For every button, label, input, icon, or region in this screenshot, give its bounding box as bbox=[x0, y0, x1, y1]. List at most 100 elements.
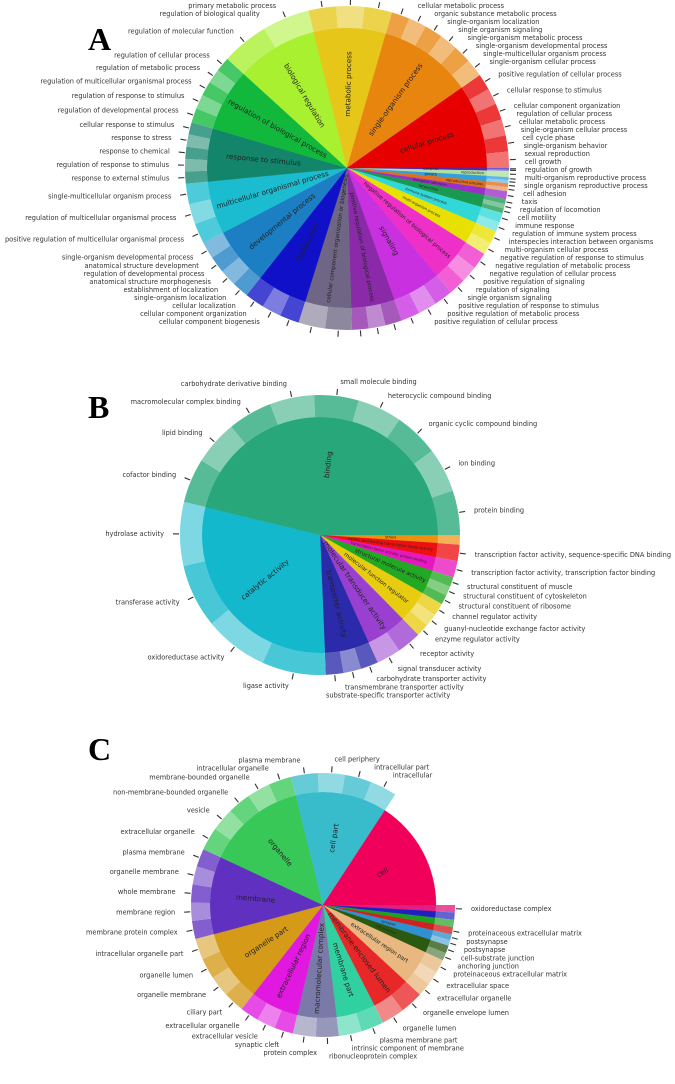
inner-slice[interactable] bbox=[346, 33, 462, 169]
outer-slice[interactable] bbox=[192, 866, 215, 888]
outer-slice[interactable] bbox=[186, 134, 211, 150]
outer-slice[interactable] bbox=[233, 268, 261, 296]
outer-slice[interactable] bbox=[336, 1013, 362, 1037]
outer-slice[interactable] bbox=[341, 774, 372, 800]
outer-slice[interactable] bbox=[437, 535, 461, 545]
outer-slice[interactable] bbox=[268, 776, 296, 802]
outer-slice[interactable] bbox=[429, 570, 454, 587]
inner-slice[interactable] bbox=[295, 791, 386, 906]
outer-slice[interactable] bbox=[308, 6, 338, 33]
outer-slice[interactable] bbox=[196, 95, 223, 117]
outer-slice[interactable] bbox=[280, 295, 306, 323]
outer-slice[interactable] bbox=[483, 195, 506, 205]
inner-slice[interactable] bbox=[322, 810, 437, 906]
outer-slice[interactable] bbox=[482, 199, 505, 209]
outer-slice[interactable] bbox=[414, 450, 453, 498]
outer-slice[interactable] bbox=[475, 215, 500, 232]
outer-slice[interactable] bbox=[248, 784, 277, 812]
outer-slice[interactable] bbox=[486, 178, 509, 184]
outer-slice[interactable] bbox=[425, 946, 446, 961]
outer-slice[interactable] bbox=[212, 967, 240, 995]
outer-slice[interactable] bbox=[191, 884, 212, 903]
outer-slice[interactable] bbox=[485, 184, 508, 192]
outer-slice[interactable] bbox=[180, 501, 206, 567]
inner-slice[interactable] bbox=[243, 31, 348, 169]
outer-slice[interactable] bbox=[298, 301, 328, 329]
outer-slice[interactable] bbox=[217, 58, 244, 84]
outer-slice[interactable] bbox=[447, 254, 475, 281]
outer-slice[interactable] bbox=[203, 828, 231, 858]
outer-slice[interactable] bbox=[209, 70, 236, 94]
outer-slice[interactable] bbox=[451, 60, 480, 88]
outer-slice[interactable] bbox=[431, 930, 452, 941]
outer-slice[interactable] bbox=[257, 1003, 282, 1028]
outer-slice[interactable] bbox=[262, 287, 290, 316]
outer-slice[interactable] bbox=[291, 773, 319, 796]
outer-slice[interactable] bbox=[420, 952, 443, 973]
outer-slice[interactable] bbox=[374, 995, 403, 1023]
outer-slice[interactable] bbox=[202, 82, 229, 105]
outer-slice[interactable] bbox=[434, 917, 455, 928]
outer-slice[interactable] bbox=[314, 395, 359, 422]
outer-slice[interactable] bbox=[428, 939, 449, 954]
outer-slice[interactable] bbox=[203, 232, 231, 258]
outer-slice[interactable] bbox=[191, 918, 214, 939]
outer-slice[interactable] bbox=[486, 151, 509, 168]
outer-slice[interactable] bbox=[430, 935, 451, 946]
outer-slice[interactable] bbox=[385, 12, 410, 39]
outer-slice[interactable] bbox=[336, 5, 365, 29]
outer-slice[interactable] bbox=[201, 426, 246, 473]
inner-slice[interactable] bbox=[346, 87, 488, 169]
outer-slice[interactable] bbox=[428, 36, 456, 65]
outer-slice[interactable] bbox=[461, 75, 489, 100]
outer-slice[interactable] bbox=[380, 299, 402, 326]
outer-slice[interactable] bbox=[191, 108, 217, 129]
outer-slice[interactable] bbox=[354, 642, 378, 669]
outer-slice[interactable] bbox=[246, 277, 275, 307]
outer-slice[interactable] bbox=[484, 188, 508, 200]
outer-slice[interactable] bbox=[211, 609, 272, 663]
outer-slice[interactable] bbox=[410, 602, 435, 626]
outer-slice[interactable] bbox=[400, 18, 426, 46]
outer-slice[interactable] bbox=[471, 222, 497, 243]
outer-slice[interactable] bbox=[469, 89, 496, 113]
outer-slice[interactable] bbox=[436, 265, 464, 293]
outer-slice[interactable] bbox=[226, 981, 254, 1009]
outer-slice[interactable] bbox=[432, 557, 458, 578]
outer-slice[interactable] bbox=[264, 10, 314, 48]
outer-slice[interactable] bbox=[405, 972, 429, 995]
outer-slice[interactable] bbox=[262, 642, 326, 676]
outer-slice[interactable] bbox=[386, 619, 419, 651]
outer-slice[interactable] bbox=[486, 169, 509, 172]
outer-slice[interactable] bbox=[241, 994, 267, 1020]
outer-slice[interactable] bbox=[457, 242, 485, 268]
outer-slice[interactable] bbox=[480, 119, 506, 140]
outer-slice[interactable] bbox=[423, 275, 451, 304]
outer-slice[interactable] bbox=[189, 199, 216, 225]
outer-slice[interactable] bbox=[185, 170, 208, 184]
outer-slice[interactable] bbox=[481, 203, 504, 214]
outer-slice[interactable] bbox=[394, 293, 420, 321]
outer-slice[interactable] bbox=[212, 245, 240, 272]
outer-slice[interactable] bbox=[339, 647, 361, 674]
outer-slice[interactable] bbox=[440, 47, 469, 76]
outer-slice[interactable] bbox=[188, 122, 213, 139]
outer-slice[interactable] bbox=[351, 306, 369, 330]
outer-slice[interactable] bbox=[227, 28, 276, 74]
outer-slice[interactable] bbox=[185, 181, 211, 205]
outer-slice[interactable] bbox=[324, 306, 352, 330]
inner-slice[interactable] bbox=[201, 506, 325, 654]
outer-slice[interactable] bbox=[426, 578, 451, 596]
outer-slice[interactable] bbox=[315, 1017, 339, 1037]
outer-slice[interactable] bbox=[486, 175, 509, 181]
outer-slice[interactable] bbox=[195, 934, 220, 960]
outer-slice[interactable] bbox=[391, 981, 420, 1011]
outer-slice[interactable] bbox=[415, 26, 442, 55]
outer-slice[interactable] bbox=[484, 135, 509, 154]
outer-slice[interactable] bbox=[230, 796, 260, 825]
outer-slice[interactable] bbox=[435, 543, 460, 562]
outer-slice[interactable] bbox=[183, 460, 221, 508]
inner-slice[interactable] bbox=[213, 904, 324, 995]
outer-slice[interactable] bbox=[465, 232, 491, 255]
outer-slice[interactable] bbox=[231, 404, 278, 444]
